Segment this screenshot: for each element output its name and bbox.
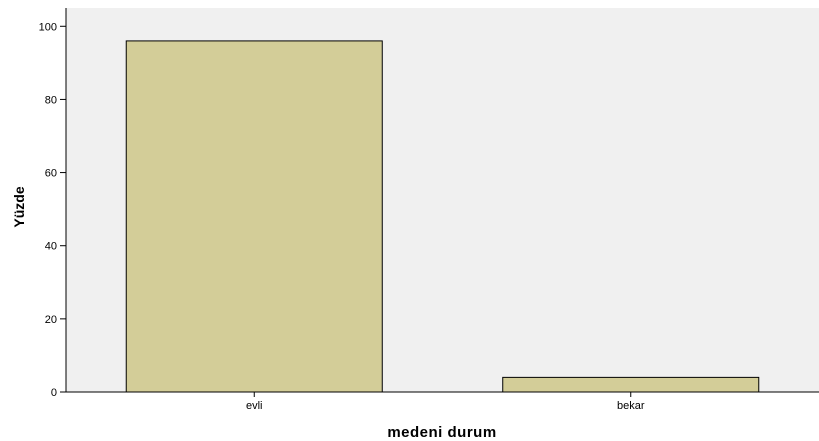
y-axis-title: Yüzde: [11, 186, 27, 227]
x-axis: evli bekar: [66, 391, 819, 412]
y-axis: 0 20 40 60 80 100: [39, 8, 67, 399]
y-tick-label: 0: [51, 387, 57, 399]
x-tick-label: evli: [246, 400, 263, 412]
bar-bekar: [502, 376, 760, 393]
x-tick-label: bekar: [617, 400, 645, 412]
bar-evli: [125, 40, 383, 393]
x-axis-title: medeni durum: [387, 424, 496, 441]
y-tick-label: 80: [45, 94, 57, 106]
bars-group: [125, 40, 760, 393]
y-tick-label: 20: [45, 314, 57, 326]
y-tick-label: 100: [39, 21, 57, 33]
y-tick-label: 40: [45, 241, 57, 253]
y-tick-label: 60: [45, 168, 57, 180]
